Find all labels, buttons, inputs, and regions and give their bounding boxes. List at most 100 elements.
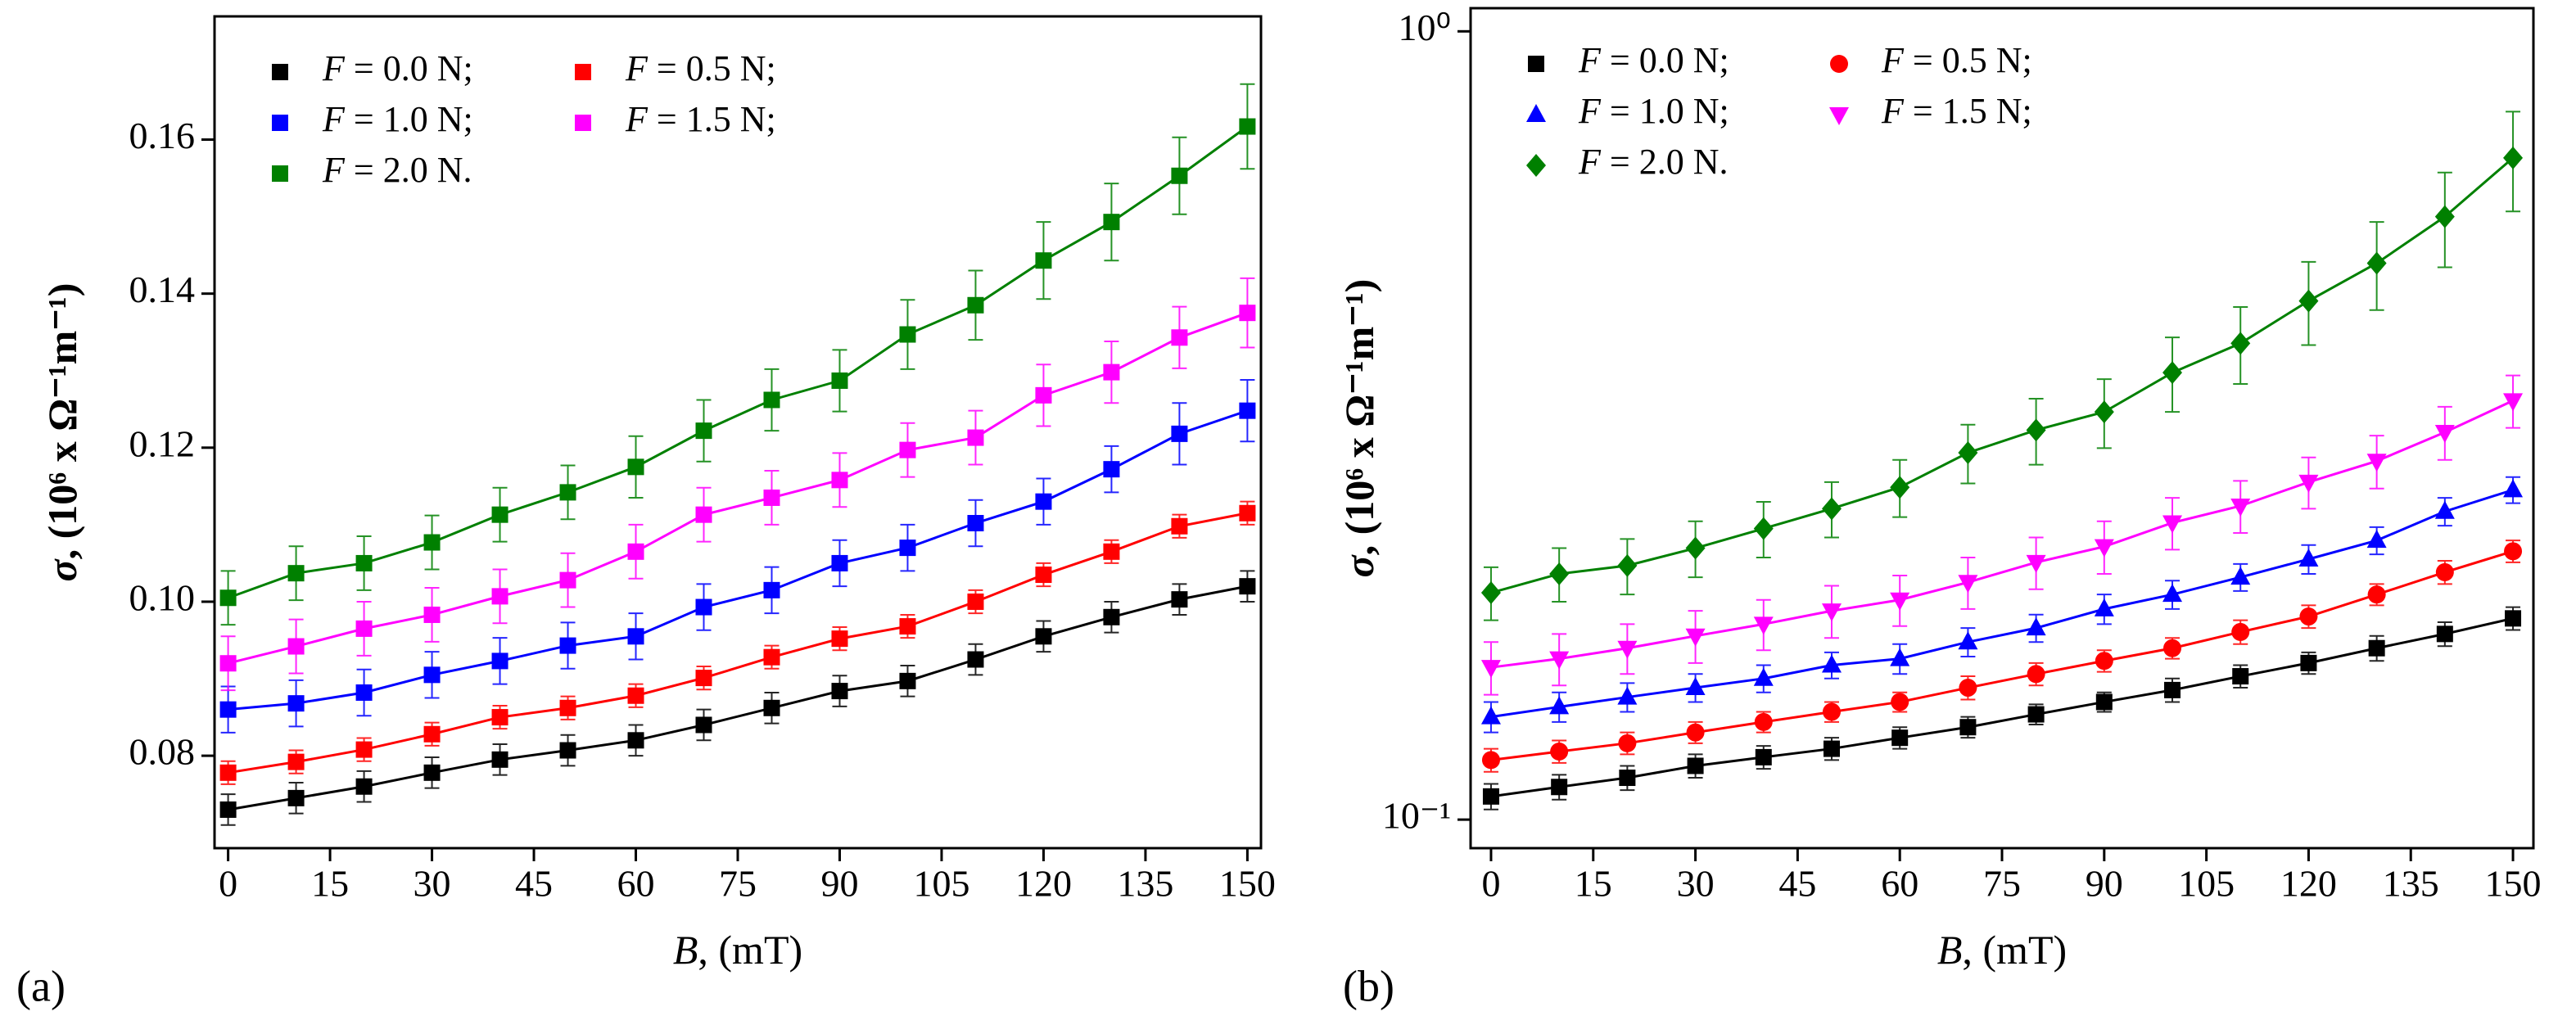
marker [2366,454,2387,472]
x-tick-label: 120 [1015,863,1072,905]
series [1480,374,2524,696]
y-tick-label: 0.10 [129,577,196,619]
fit-line [228,512,1248,774]
marker [491,709,508,726]
marker [2368,639,2385,657]
marker [1035,628,1052,645]
marker [219,655,237,672]
legend-marker [1526,154,1546,177]
legend-label: F = 1.5 N; [625,99,776,139]
legend-label: F = 0.5 N; [1881,40,2032,80]
marker [1890,592,1910,611]
legend-marker [1526,104,1546,122]
x-tick-label: 0 [219,863,237,905]
marker [355,741,373,758]
marker [2026,617,2046,636]
marker [967,651,984,668]
marker [899,326,916,343]
marker [1480,706,1501,725]
x-tick-label: 45 [515,863,553,905]
marker [1103,363,1120,381]
fit-line [228,409,1248,711]
marker [1618,734,1637,752]
marker [1171,591,1188,608]
panel: 0 15 30 45 60 75 90 105 120 135 150 0.08 0.10 0.12 0.1… [16,15,1276,1010]
marker [1890,476,1910,499]
x-axis-label: B, (mT) [673,927,802,973]
marker [1685,628,1706,647]
marker [2026,554,2046,573]
marker [2162,361,2183,385]
legend-label: F = 0.5 N; [625,48,776,88]
marker [287,753,305,770]
legend-marker [272,64,288,80]
marker [559,699,576,716]
marker [2503,146,2524,169]
panel: 0 15 30 45 60 75 90 105 120 135 150 10⁻¹ 10⁰ B, (mT) σ… [1336,7,2541,1011]
marker [2298,548,2319,567]
series [219,500,1256,785]
marker [1103,543,1120,560]
marker [627,628,644,645]
marker [1619,770,1636,787]
marker [1103,461,1120,478]
fit-line [228,311,1248,665]
marker [559,571,576,589]
y-tick-label: 0.16 [129,115,196,156]
x-tick-label: 30 [1677,863,1715,905]
marker [423,666,441,684]
marker [491,506,508,523]
marker [1035,252,1052,269]
marker [287,638,305,655]
marker [1890,648,1910,666]
marker [967,296,984,314]
marker [2434,500,2455,519]
y-tick-label: 0.08 [129,731,196,773]
marker [1239,305,1256,322]
marker [2230,498,2251,517]
marker [2027,665,2045,684]
marker [559,484,576,501]
marker [1481,751,1500,770]
marker [1755,748,1772,765]
marker [2027,706,2045,723]
marker [2162,584,2183,603]
marker [1617,640,1638,659]
legend-label: F = 0.0 N; [1578,40,1729,80]
marker [1958,631,1978,650]
series [1482,606,2522,810]
y-axis-label: σ, (10⁶ x Ω⁻¹m⁻¹) [1336,279,1382,578]
marker [1823,740,1840,757]
marker [2366,530,2387,549]
marker [2232,668,2249,685]
legend-marker [575,115,591,131]
x-tick-label: 15 [311,863,349,905]
marker [2094,598,2114,616]
series [219,277,1256,692]
marker [967,515,984,532]
x-tick-label: 120 [2280,863,2337,905]
marker [287,565,305,582]
marker [1480,660,1501,679]
marker [695,506,712,523]
marker [355,684,373,701]
marker [2300,654,2317,671]
marker [763,581,780,598]
marker [899,618,916,635]
marker [1685,677,1706,696]
marker [1239,578,1256,595]
marker [423,725,441,743]
marker [2094,539,2114,558]
legend-marker [1830,55,1848,73]
legend-label: F = 0.0 N; [322,48,473,88]
marker [2504,542,2523,561]
series [219,379,1256,734]
fit-line [1490,400,2514,669]
series [219,570,1256,826]
marker [1686,723,1705,742]
x-tick-label: 15 [1575,863,1612,905]
marker [423,764,441,781]
marker [1754,712,1773,731]
marker [1617,553,1638,577]
